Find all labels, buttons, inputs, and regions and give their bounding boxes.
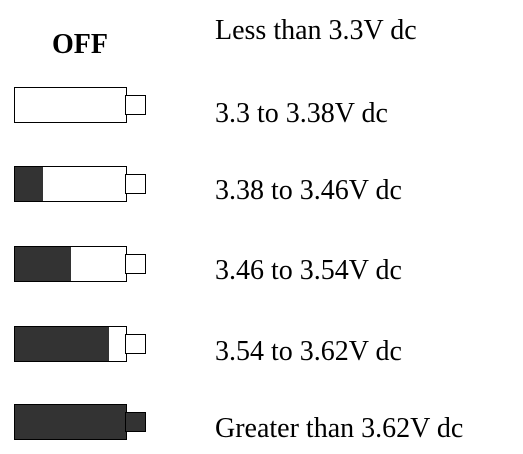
battery-body [14,404,127,440]
battery-terminal [125,95,146,115]
battery-charge-fill [15,405,126,439]
legend-row-low: 3.38 to 3.46V dc [0,166,523,216]
battery-terminal [125,334,146,354]
battery-body [14,326,127,362]
legend-row-full: Greater than 3.62V dc [0,404,523,454]
battery-full-icon [14,404,149,454]
legend-row-high: 3.54 to 3.62V dc [0,326,523,376]
battery-terminal-fill [126,413,145,431]
battery-body [14,87,127,123]
battery-body [14,166,127,202]
voltage-range-label: 3.54 to 3.62V dc [215,336,402,367]
voltage-range-label: 3.46 to 3.54V dc [215,255,402,286]
off-label: OFF [52,29,108,60]
battery-terminal [125,412,146,432]
legend-row-off: OFF Less than 3.3V dc [0,17,523,67]
battery-body [14,246,127,282]
voltage-range-label: 3.38 to 3.46V dc [215,175,402,206]
voltage-range-label: Less than 3.3V dc [215,15,417,46]
battery-high-icon [14,326,149,376]
voltage-range-label: 3.3 to 3.38V dc [215,98,388,129]
battery-half-icon [14,246,149,296]
battery-empty-icon [14,87,149,137]
battery-charge-fill [15,247,71,281]
voltage-range-label: Greater than 3.62V dc [215,413,464,444]
off-indicator: OFF [14,17,149,67]
battery-charge-fill [15,167,43,201]
battery-terminal [125,174,146,194]
legend-row-half: 3.46 to 3.54V dc [0,246,523,296]
battery-charge-fill [15,327,110,361]
legend-row-empty: 3.3 to 3.38V dc [0,87,523,137]
battery-terminal [125,254,146,274]
battery-low-icon [14,166,149,216]
